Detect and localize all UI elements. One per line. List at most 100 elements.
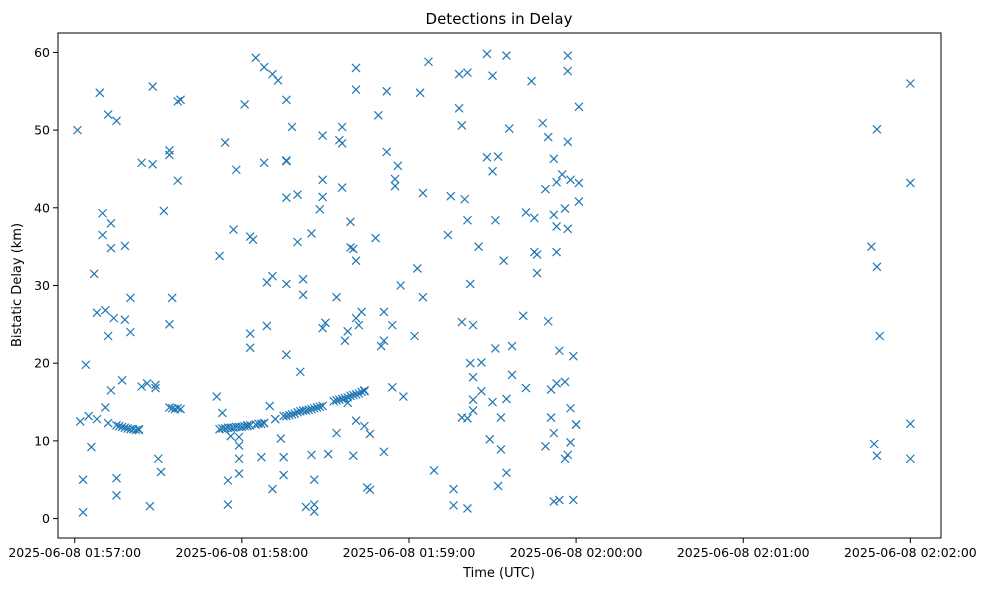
data-point [173, 176, 183, 186]
data-point [268, 484, 277, 494]
data-point [148, 82, 158, 92]
data-point [574, 178, 584, 188]
data-point [309, 507, 319, 517]
data-point [307, 404, 316, 414]
data-point [541, 441, 550, 451]
data-point [281, 95, 291, 105]
data-point [418, 188, 428, 198]
data-point [521, 383, 531, 393]
data-point [574, 197, 584, 207]
data-point [410, 331, 419, 341]
data-point [320, 318, 330, 328]
data-point [117, 422, 127, 432]
data-point [281, 156, 291, 166]
data-point [563, 137, 573, 147]
data-point [312, 403, 322, 412]
data-point [112, 420, 121, 430]
data-point [563, 450, 573, 460]
data-point [465, 279, 475, 289]
data-point [560, 454, 570, 464]
data-point [164, 150, 174, 160]
data-point [476, 386, 486, 396]
data-point [114, 421, 124, 431]
data-point [905, 419, 915, 429]
data-point [371, 233, 380, 243]
data-point [365, 429, 375, 439]
data-point [429, 465, 439, 475]
data-point [270, 414, 280, 424]
data-point [120, 423, 130, 433]
data-point [103, 331, 113, 341]
data-point [176, 404, 185, 414]
data-point [293, 237, 302, 247]
data-point [318, 192, 328, 202]
data-point [563, 224, 573, 234]
data-point [248, 235, 258, 245]
data-point [332, 396, 341, 405]
data-point [290, 409, 300, 419]
data-point [872, 262, 882, 272]
data-point [281, 193, 291, 203]
data-point [571, 420, 581, 429]
data-point [476, 357, 486, 367]
data-point [552, 177, 562, 187]
x-tick-label: 2025-06-08 01:59:00 [343, 545, 476, 560]
data-point [223, 476, 233, 485]
data-point [560, 377, 570, 387]
data-point [318, 323, 328, 333]
data-point [268, 271, 277, 281]
data-point [488, 71, 497, 81]
data-point [245, 329, 255, 339]
data-point [340, 393, 350, 403]
data-point [164, 403, 174, 412]
data-point [234, 469, 244, 478]
data-point [301, 502, 311, 512]
data-point [106, 218, 116, 228]
y-axis-ticks: 0 10 20 30 40 50 60 [34, 45, 58, 526]
data-point [309, 403, 319, 413]
data-point [234, 454, 244, 464]
data-point [541, 184, 550, 194]
data-point [396, 281, 406, 290]
plot-markers [73, 49, 915, 517]
x-tick-label: 2025-06-08 02:01:00 [677, 545, 810, 560]
data-point [259, 158, 269, 168]
data-point [98, 230, 107, 240]
data-point [340, 336, 350, 346]
data-point [348, 451, 358, 461]
data-point [468, 395, 478, 405]
data-point [137, 382, 146, 391]
data-point [351, 256, 361, 266]
data-point [259, 418, 269, 428]
data-point [240, 100, 250, 109]
plot-frame [57, 32, 942, 539]
data-point [351, 63, 361, 73]
data-point [905, 178, 915, 188]
data-point [164, 319, 174, 329]
data-point [351, 85, 361, 95]
data-point [538, 118, 548, 128]
data-point [905, 79, 915, 88]
data-point [109, 313, 119, 323]
data-point [568, 351, 578, 361]
y-tick-label: 40 [34, 200, 50, 215]
data-point [318, 131, 328, 140]
data-point [872, 124, 882, 134]
y-axis-label: Bistatic Delay (km) [10, 223, 25, 347]
data-point [463, 504, 472, 513]
data-point [106, 385, 116, 395]
data-point [84, 411, 94, 421]
data-point [217, 408, 227, 418]
data-point [359, 421, 369, 431]
data-point [323, 449, 333, 459]
data-point [398, 392, 408, 402]
data-point [78, 475, 88, 485]
data-point [365, 485, 375, 495]
data-point [318, 175, 328, 185]
data-point [382, 147, 392, 157]
data-point [546, 413, 556, 423]
data-point [568, 495, 578, 505]
data-point [502, 51, 511, 60]
data-point [488, 166, 497, 176]
